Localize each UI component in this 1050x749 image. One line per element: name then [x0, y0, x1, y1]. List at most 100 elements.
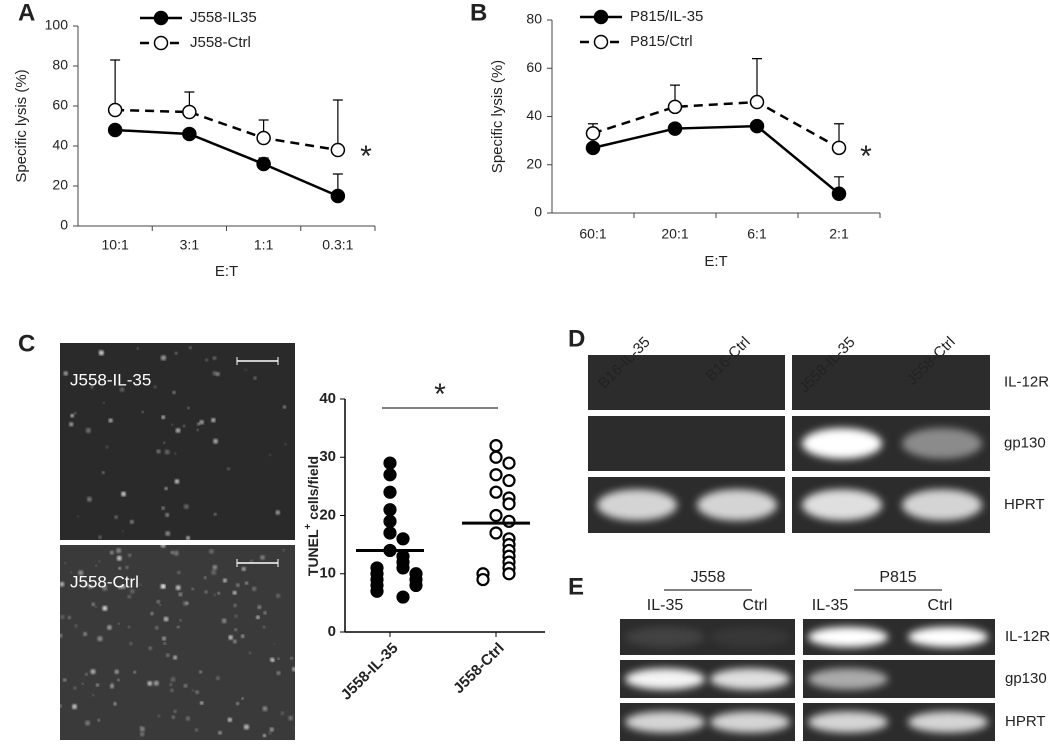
micrograph-speck	[183, 684, 188, 688]
significance-star: *	[360, 140, 372, 173]
micrograph-speck	[170, 688, 174, 693]
micrograph-speck	[178, 592, 183, 597]
gel-row-label: gp130	[1004, 434, 1046, 451]
legend-label: J558-IL35	[190, 9, 257, 26]
micrograph-speck	[174, 351, 178, 355]
micrograph-speck	[60, 615, 65, 619]
micrograph-speck	[250, 559, 253, 563]
data-point	[749, 94, 765, 110]
micrograph-speck	[83, 632, 88, 636]
micrograph-speck	[156, 600, 160, 604]
micrograph-speck	[119, 387, 125, 392]
micrograph-speck	[166, 653, 170, 657]
micrograph-speck	[154, 626, 159, 630]
micrograph-speck	[213, 438, 219, 444]
gel-band	[808, 626, 888, 648]
data-point	[330, 188, 346, 204]
micrograph-speck	[269, 454, 272, 456]
micrograph-speck	[204, 590, 208, 594]
data-point	[396, 532, 410, 546]
micrograph-speck	[96, 683, 99, 687]
micrograph-speck	[133, 670, 136, 674]
micrograph-speck	[156, 449, 161, 454]
micrograph-speck	[217, 591, 221, 595]
x-axis-label: E:T	[215, 263, 238, 280]
micrograph-speck	[185, 716, 191, 721]
y-tick-label: 100	[45, 17, 69, 33]
micrograph-speck	[85, 720, 91, 726]
micrograph-speck	[71, 704, 77, 710]
x-tick-label: 1:1	[254, 237, 274, 253]
micrograph-speck	[213, 594, 216, 596]
panel-label: B	[470, 0, 487, 26]
micrograph-speck	[117, 623, 120, 625]
x-tick-label: 3:1	[180, 237, 200, 253]
micrograph-speck	[260, 555, 265, 560]
micrograph-speck	[284, 443, 287, 446]
data-point	[502, 497, 516, 511]
micrograph-speck	[232, 590, 237, 595]
data-point	[383, 503, 397, 517]
micrograph-speck	[91, 602, 95, 606]
series-line	[115, 108, 339, 152]
series-line	[115, 128, 339, 198]
micrograph-speck	[227, 717, 233, 722]
data-point	[489, 526, 503, 540]
micrograph-speck	[262, 734, 266, 738]
x-axis-label: E:T	[704, 253, 727, 270]
x-tick-label: J558-IL-35	[338, 640, 402, 704]
micrograph-speck	[277, 657, 280, 660]
data-point	[489, 508, 503, 523]
micrograph-speck	[139, 725, 142, 728]
micrograph-speck	[88, 584, 93, 589]
micrograph-speck	[170, 677, 176, 682]
micrograph-speck	[288, 715, 293, 721]
micrograph-speck	[157, 714, 160, 718]
gel-band	[625, 626, 705, 648]
data-point	[409, 578, 423, 593]
x-tick-label: 20:1	[661, 226, 688, 242]
micrograph-speck	[177, 626, 180, 629]
data-point	[107, 102, 123, 118]
gel-band	[902, 428, 982, 459]
data-point	[107, 122, 123, 138]
micrograph-speck	[236, 702, 240, 706]
data-point	[383, 456, 397, 470]
micrograph-speck	[205, 358, 209, 362]
y-tick-label: 0	[534, 204, 542, 220]
series-line	[592, 100, 840, 149]
gel-lane-block	[588, 355, 785, 410]
micrograph-speck	[160, 584, 166, 589]
micrograph-speck	[63, 678, 67, 682]
micrograph-speck	[212, 356, 217, 360]
micrograph-speck	[70, 414, 74, 418]
y-tick-label: 30	[319, 448, 336, 465]
micrograph-speck	[128, 553, 132, 558]
micrograph-speck	[268, 731, 272, 735]
micrograph-speck	[70, 571, 73, 574]
micrograph-speck	[171, 715, 175, 719]
y-axis-label-rest: cells/field	[305, 456, 321, 524]
x-tick-label: 10:1	[102, 237, 129, 253]
micrograph-speck	[81, 682, 84, 685]
gel-band	[908, 711, 988, 733]
gel-band	[625, 668, 705, 690]
y-tick-label: 20	[319, 506, 336, 523]
micrograph-speck	[73, 686, 77, 690]
data-point	[383, 468, 397, 482]
micrograph-speck	[195, 728, 198, 732]
gel-band	[710, 668, 790, 690]
micrograph-speck	[121, 530, 124, 533]
y-tick-label: 10	[319, 565, 336, 582]
micrograph-speck	[165, 531, 171, 536]
data-point	[182, 126, 197, 142]
gel-band	[802, 428, 882, 459]
data-point	[383, 514, 397, 528]
error-bar	[332, 99, 343, 150]
data-point	[489, 439, 503, 453]
legend-marker	[153, 35, 169, 51]
micrograph-speck	[218, 730, 222, 735]
legend-marker	[153, 10, 169, 26]
micrograph-speck	[183, 425, 186, 428]
